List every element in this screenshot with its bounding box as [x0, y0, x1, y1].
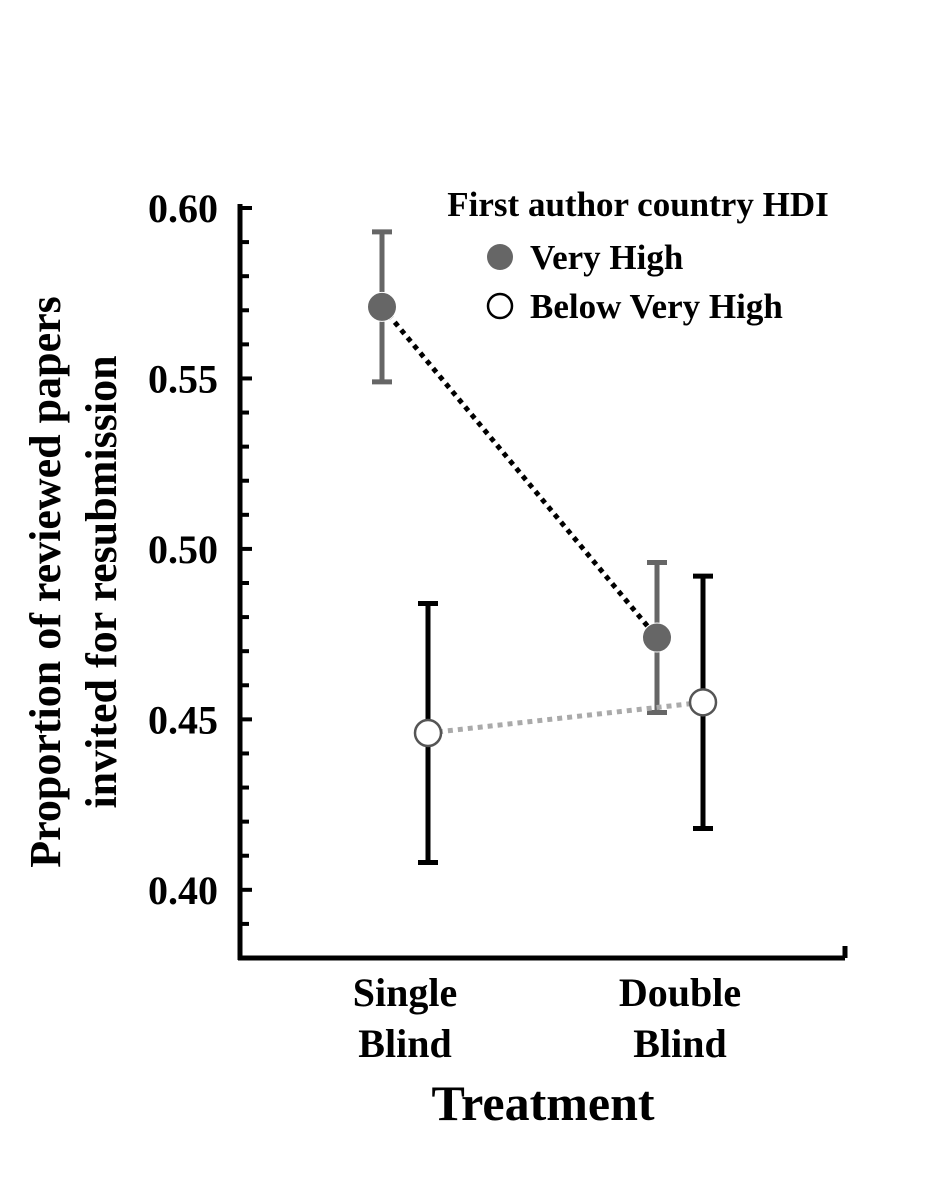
y-tick-label: 0.50 [148, 527, 218, 572]
y-tick-label: 0.40 [148, 868, 218, 913]
legend-title: First author country HDI [447, 185, 828, 224]
legend-label: Below Very High [530, 287, 783, 326]
x-category-label: Blind [358, 1021, 451, 1066]
x-category-label: Blind [633, 1021, 726, 1066]
data-point [643, 623, 671, 652]
x-category-label: Double [619, 970, 741, 1015]
y-axis-title-line: invited for resubmission [77, 355, 126, 808]
series-layer [367, 229, 718, 866]
y-tick-label: 0.55 [148, 356, 218, 401]
series-line [427, 699, 704, 736]
legend-label: Very High [530, 238, 683, 277]
y-tick-label: 0.60 [148, 186, 218, 231]
y-axis-title-line: Proportion of reviewed papers [21, 296, 70, 868]
legend-marker-open [486, 292, 514, 320]
data-point [413, 718, 443, 748]
legend-marker-filled [487, 244, 513, 270]
data-point [688, 688, 718, 717]
labels: 0.40 0.45 0.50 0.55 0.60 Single Blind Double Bli… [21, 186, 741, 1131]
series-line [380, 305, 659, 640]
axes [237, 204, 848, 961]
y-tick-label: 0.45 [148, 697, 218, 742]
x-axis-title: Treatment [431, 1075, 654, 1131]
x-category-label: Single [353, 970, 457, 1015]
legend: First author country HDI Very High Below V… [447, 185, 828, 326]
data-point [368, 292, 396, 321]
